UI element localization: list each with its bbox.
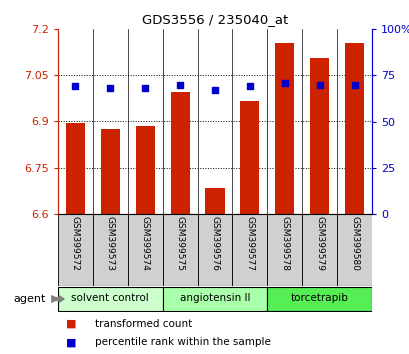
Bar <box>197 214 232 286</box>
Text: solvent control: solvent control <box>71 293 149 303</box>
Text: percentile rank within the sample: percentile rank within the sample <box>94 337 270 347</box>
Bar <box>336 214 371 286</box>
Text: torcetrapib: torcetrapib <box>290 293 348 303</box>
Text: GSM399577: GSM399577 <box>245 216 254 271</box>
Bar <box>232 214 267 286</box>
Text: GSM399575: GSM399575 <box>175 216 184 271</box>
Text: GSM399574: GSM399574 <box>140 216 149 271</box>
Point <box>281 80 288 85</box>
Bar <box>205 188 224 214</box>
Bar <box>128 214 162 286</box>
Bar <box>267 214 301 286</box>
Bar <box>274 43 294 214</box>
Text: GSM399578: GSM399578 <box>280 216 289 271</box>
Point <box>351 82 357 87</box>
Point <box>176 82 183 87</box>
Bar <box>267 287 371 311</box>
Bar <box>301 214 336 286</box>
Text: ■: ■ <box>66 337 76 347</box>
Title: GDS3556 / 235040_at: GDS3556 / 235040_at <box>142 13 288 27</box>
Text: GSM399580: GSM399580 <box>349 216 358 271</box>
Text: GSM399573: GSM399573 <box>106 216 115 271</box>
Bar <box>58 287 162 311</box>
Bar <box>93 214 128 286</box>
Bar <box>240 102 259 214</box>
Text: agent: agent <box>13 294 45 304</box>
Bar <box>170 92 189 214</box>
Text: angiotensin II: angiotensin II <box>179 293 249 303</box>
Text: GSM399576: GSM399576 <box>210 216 219 271</box>
Bar <box>101 129 120 214</box>
Bar <box>309 58 328 214</box>
Text: ■: ■ <box>66 319 76 329</box>
Point <box>211 87 218 93</box>
Bar <box>66 123 85 214</box>
Bar <box>344 43 363 214</box>
Text: GSM399579: GSM399579 <box>315 216 324 271</box>
Point <box>316 82 322 87</box>
Point <box>107 85 113 91</box>
Bar <box>162 214 197 286</box>
Bar <box>162 287 267 311</box>
Text: GSM399572: GSM399572 <box>71 216 80 271</box>
Bar <box>58 214 93 286</box>
Point <box>72 84 79 89</box>
Point <box>142 85 148 91</box>
Point <box>246 84 252 89</box>
Bar <box>135 126 155 214</box>
Text: transformed count: transformed count <box>94 319 192 329</box>
